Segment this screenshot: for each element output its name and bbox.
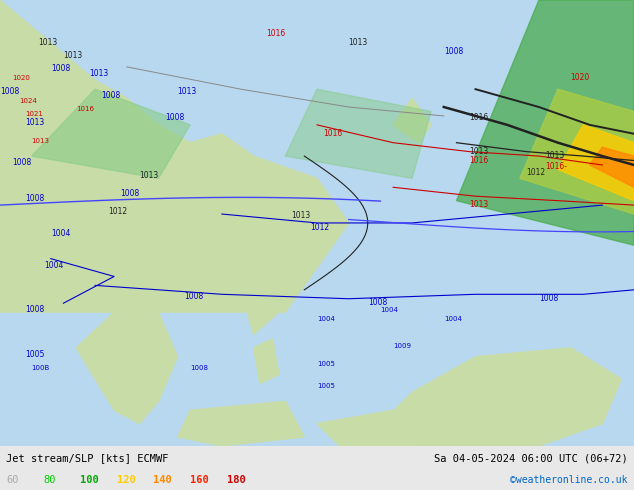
- Text: 1005: 1005: [317, 383, 335, 389]
- Text: 1016: 1016: [266, 29, 285, 38]
- Text: 1012: 1012: [526, 168, 545, 177]
- Polygon shape: [254, 339, 279, 384]
- Text: 1016: 1016: [469, 156, 488, 165]
- Polygon shape: [456, 392, 583, 437]
- Text: 100B: 100B: [32, 365, 50, 371]
- Text: 1004: 1004: [444, 316, 462, 322]
- Text: 1008: 1008: [184, 292, 203, 301]
- Text: 60: 60: [6, 475, 19, 485]
- Text: 1021: 1021: [25, 111, 43, 117]
- Text: 1008: 1008: [13, 158, 32, 167]
- Text: 1008: 1008: [51, 64, 70, 74]
- Text: 1008: 1008: [25, 305, 44, 314]
- Text: 1008: 1008: [0, 87, 19, 96]
- Text: 100: 100: [80, 475, 99, 485]
- Text: 1012: 1012: [108, 207, 127, 216]
- Text: 1004: 1004: [51, 229, 70, 238]
- Polygon shape: [241, 276, 279, 334]
- Text: 1009: 1009: [393, 343, 411, 349]
- Text: 1004: 1004: [44, 261, 64, 270]
- Text: 1013: 1013: [178, 87, 197, 96]
- Text: 1013: 1013: [63, 51, 82, 60]
- Text: 1013: 1013: [469, 147, 488, 156]
- Text: 1004: 1004: [317, 316, 335, 322]
- Text: 1016: 1016: [469, 113, 488, 122]
- Polygon shape: [0, 0, 349, 312]
- Text: 1008: 1008: [444, 47, 463, 55]
- Polygon shape: [558, 125, 634, 201]
- Text: 1005: 1005: [317, 361, 335, 367]
- Text: 1004: 1004: [380, 307, 398, 313]
- Text: 1008: 1008: [101, 91, 120, 100]
- Text: 1008: 1008: [539, 294, 558, 303]
- Polygon shape: [285, 89, 431, 178]
- Text: 1008: 1008: [368, 298, 387, 307]
- Text: 1012: 1012: [311, 222, 330, 232]
- Text: Sa 04-05-2024 06:00 UTC (06+72): Sa 04-05-2024 06:00 UTC (06+72): [434, 453, 628, 463]
- Text: 120: 120: [117, 475, 136, 485]
- Polygon shape: [76, 312, 178, 423]
- Text: ©weatheronline.co.uk: ©weatheronline.co.uk: [510, 475, 628, 485]
- Polygon shape: [590, 147, 634, 187]
- Text: 1008: 1008: [190, 365, 208, 371]
- Text: 140: 140: [153, 475, 172, 485]
- Polygon shape: [380, 348, 621, 446]
- Text: 1013: 1013: [32, 138, 49, 144]
- Polygon shape: [32, 89, 190, 178]
- Text: 1005: 1005: [25, 350, 45, 359]
- Text: 1020: 1020: [571, 74, 590, 82]
- Text: 1013: 1013: [469, 200, 488, 209]
- Text: 1013: 1013: [89, 69, 108, 78]
- Text: 1016: 1016: [76, 106, 94, 113]
- Text: 1013: 1013: [139, 172, 158, 180]
- Text: 1024: 1024: [19, 98, 37, 103]
- Text: 1013: 1013: [292, 212, 311, 220]
- Polygon shape: [456, 0, 634, 245]
- Text: 1013: 1013: [545, 151, 564, 160]
- Text: 1013: 1013: [38, 38, 57, 47]
- Text: 80: 80: [43, 475, 56, 485]
- Text: 1013: 1013: [349, 38, 368, 47]
- Text: Jet stream/SLP [kts] ECMWF: Jet stream/SLP [kts] ECMWF: [6, 453, 169, 463]
- Text: 1008: 1008: [120, 189, 139, 198]
- Text: 180: 180: [227, 475, 246, 485]
- Text: 1008: 1008: [165, 113, 184, 122]
- Text: 160: 160: [190, 475, 209, 485]
- Text: 1013: 1013: [25, 118, 44, 127]
- Polygon shape: [178, 401, 304, 446]
- Text: 1008: 1008: [25, 194, 44, 203]
- Text: 1016-: 1016-: [545, 163, 567, 172]
- Polygon shape: [520, 89, 634, 214]
- Text: 1016: 1016: [323, 129, 342, 138]
- Polygon shape: [317, 410, 412, 455]
- Polygon shape: [393, 98, 431, 143]
- Text: 1020: 1020: [13, 75, 30, 81]
